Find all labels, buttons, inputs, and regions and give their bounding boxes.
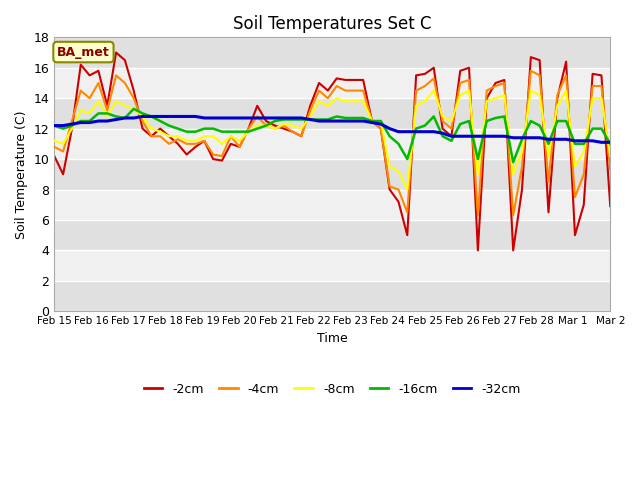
Bar	[54, 159, 611, 190]
Bar	[54, 98, 611, 129]
Bar	[54, 281, 611, 311]
Text: BA_met: BA_met	[57, 46, 110, 59]
Bar	[54, 251, 611, 281]
Bar	[54, 37, 611, 68]
Y-axis label: Soil Temperature (C): Soil Temperature (C)	[15, 110, 28, 239]
Title: Soil Temperatures Set C: Soil Temperatures Set C	[233, 15, 431, 33]
Bar	[54, 220, 611, 251]
Bar	[54, 129, 611, 159]
Bar	[54, 68, 611, 98]
Bar	[54, 190, 611, 220]
Legend: -2cm, -4cm, -8cm, -16cm, -32cm: -2cm, -4cm, -8cm, -16cm, -32cm	[139, 378, 526, 401]
X-axis label: Time: Time	[317, 332, 348, 345]
